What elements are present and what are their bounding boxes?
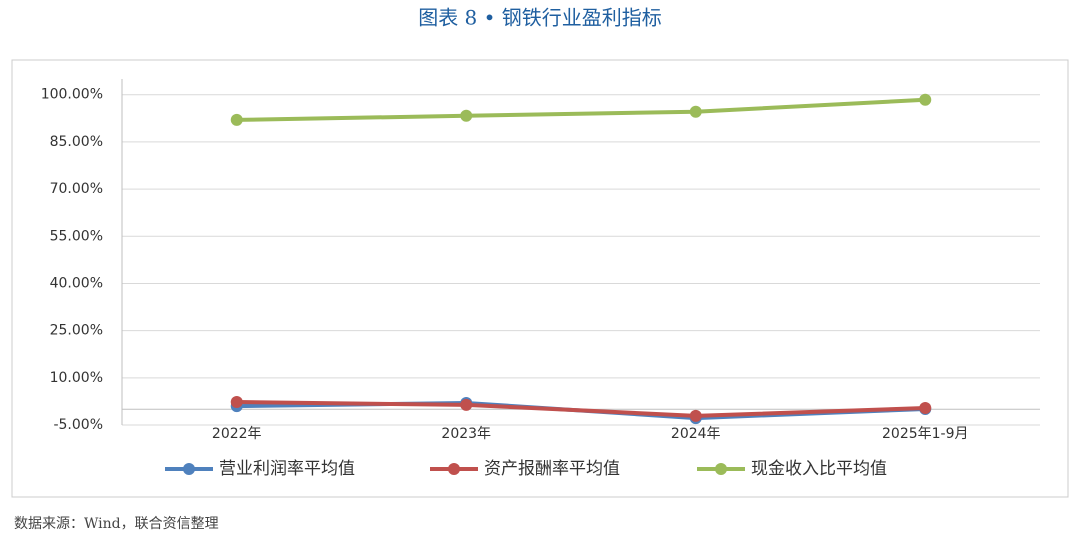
y-tick-label: -5.00% bbox=[53, 417, 103, 433]
chart-frame bbox=[11, 59, 1069, 498]
legend-marker bbox=[183, 463, 195, 475]
point bbox=[230, 113, 243, 126]
point bbox=[689, 409, 702, 422]
y-tick-label: 25.00% bbox=[50, 323, 103, 339]
y-tick-label: 40.00% bbox=[50, 275, 103, 291]
point bbox=[919, 402, 932, 415]
legend-marker bbox=[715, 463, 727, 475]
source-note: 数据来源：Wind，联合资信整理 bbox=[14, 516, 219, 532]
point bbox=[689, 105, 702, 118]
legend-label: 营业利润率平均值 bbox=[219, 459, 355, 479]
chart-title: 图表 8 • 钢铁行业盈利指标 bbox=[418, 6, 662, 30]
point bbox=[460, 109, 473, 122]
series-line bbox=[236, 400, 926, 418]
point bbox=[230, 396, 243, 409]
y-tick-label: 100.00% bbox=[41, 87, 103, 103]
y-tick-label: 55.00% bbox=[50, 228, 103, 244]
point bbox=[919, 93, 932, 106]
point bbox=[460, 398, 473, 411]
x-tick-label: 2023年 bbox=[441, 426, 491, 442]
series-line bbox=[236, 97, 926, 122]
x-tick-label: 2022年 bbox=[212, 426, 262, 442]
legend-label: 资产报酬率平均值 bbox=[484, 459, 620, 479]
y-tick-label: 10.00% bbox=[50, 370, 103, 386]
legend-label: 现金收入比平均值 bbox=[751, 459, 887, 479]
x-tick-label: 2024年 bbox=[671, 426, 721, 442]
legend-marker bbox=[448, 463, 460, 475]
y-tick-label: 85.00% bbox=[50, 134, 103, 150]
x-tick-label: 2025年1-9月 bbox=[882, 426, 969, 442]
y-tick-label: 70.00% bbox=[50, 181, 103, 197]
